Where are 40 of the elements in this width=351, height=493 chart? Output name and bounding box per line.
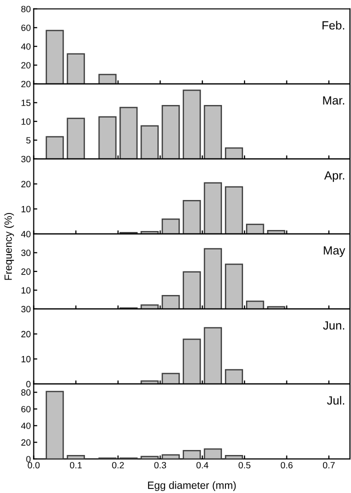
y-tick-label: 30 [21, 156, 31, 162]
annotation: Feb. [322, 20, 344, 30]
y-tick-label: 10 [22, 356, 31, 362]
y-tick-label: 40 [21, 422, 31, 429]
y-tick-label: 40 [21, 43, 31, 50]
annotation: Jun. [323, 321, 344, 330]
y-tick-label: 0 [26, 456, 31, 462]
y-tick-label: 20 [21, 330, 31, 338]
y-tick-label: 40 [21, 230, 31, 238]
annotation: Jul. [327, 396, 344, 405]
x-tick-label: 0.3 [154, 462, 166, 468]
y-tick-label: 15 [22, 100, 31, 106]
y-tick-label: 10 [22, 118, 31, 125]
y-tick-label: 30 [21, 250, 31, 256]
x-tick-label: 0.0 [28, 462, 40, 468]
y-tick-label: 20 [21, 62, 31, 68]
y-tick-label: 20 [21, 439, 31, 446]
x-tick-label: 0.7 [322, 462, 335, 468]
annotation: Apr. [324, 171, 344, 182]
annotation: Mar. [323, 96, 344, 105]
y-tick-label: 20 [21, 268, 31, 275]
x-tick-label: 0.2 [112, 462, 124, 468]
y-tick-label: 10 [22, 287, 31, 294]
x-tick-label: 0.1 [70, 462, 82, 468]
y-tick-label: 30 [21, 306, 31, 312]
y-tick-label: 20 [21, 180, 31, 188]
y-tick-label: 80 [21, 389, 31, 396]
x-tick-label: 0.5 [238, 462, 250, 468]
y-tick-label: 5 [26, 137, 31, 144]
annotation: May [324, 246, 346, 257]
y-tick-label: 60 [21, 24, 31, 31]
y-tick-label: 0 [26, 380, 31, 388]
y-tick-label: 60 [21, 406, 31, 412]
y-axis-title: Frequency (%) [4, 212, 14, 280]
y-tick-label: 10 [22, 206, 31, 212]
y-tick-label: 20 [21, 80, 31, 88]
x-tick-label: 0.4 [196, 462, 208, 468]
x-tick-label: 0.6 [280, 462, 293, 468]
x-axis-title: Egg diameter (mm) [148, 481, 236, 491]
y-tick-label: 80 [21, 6, 31, 12]
